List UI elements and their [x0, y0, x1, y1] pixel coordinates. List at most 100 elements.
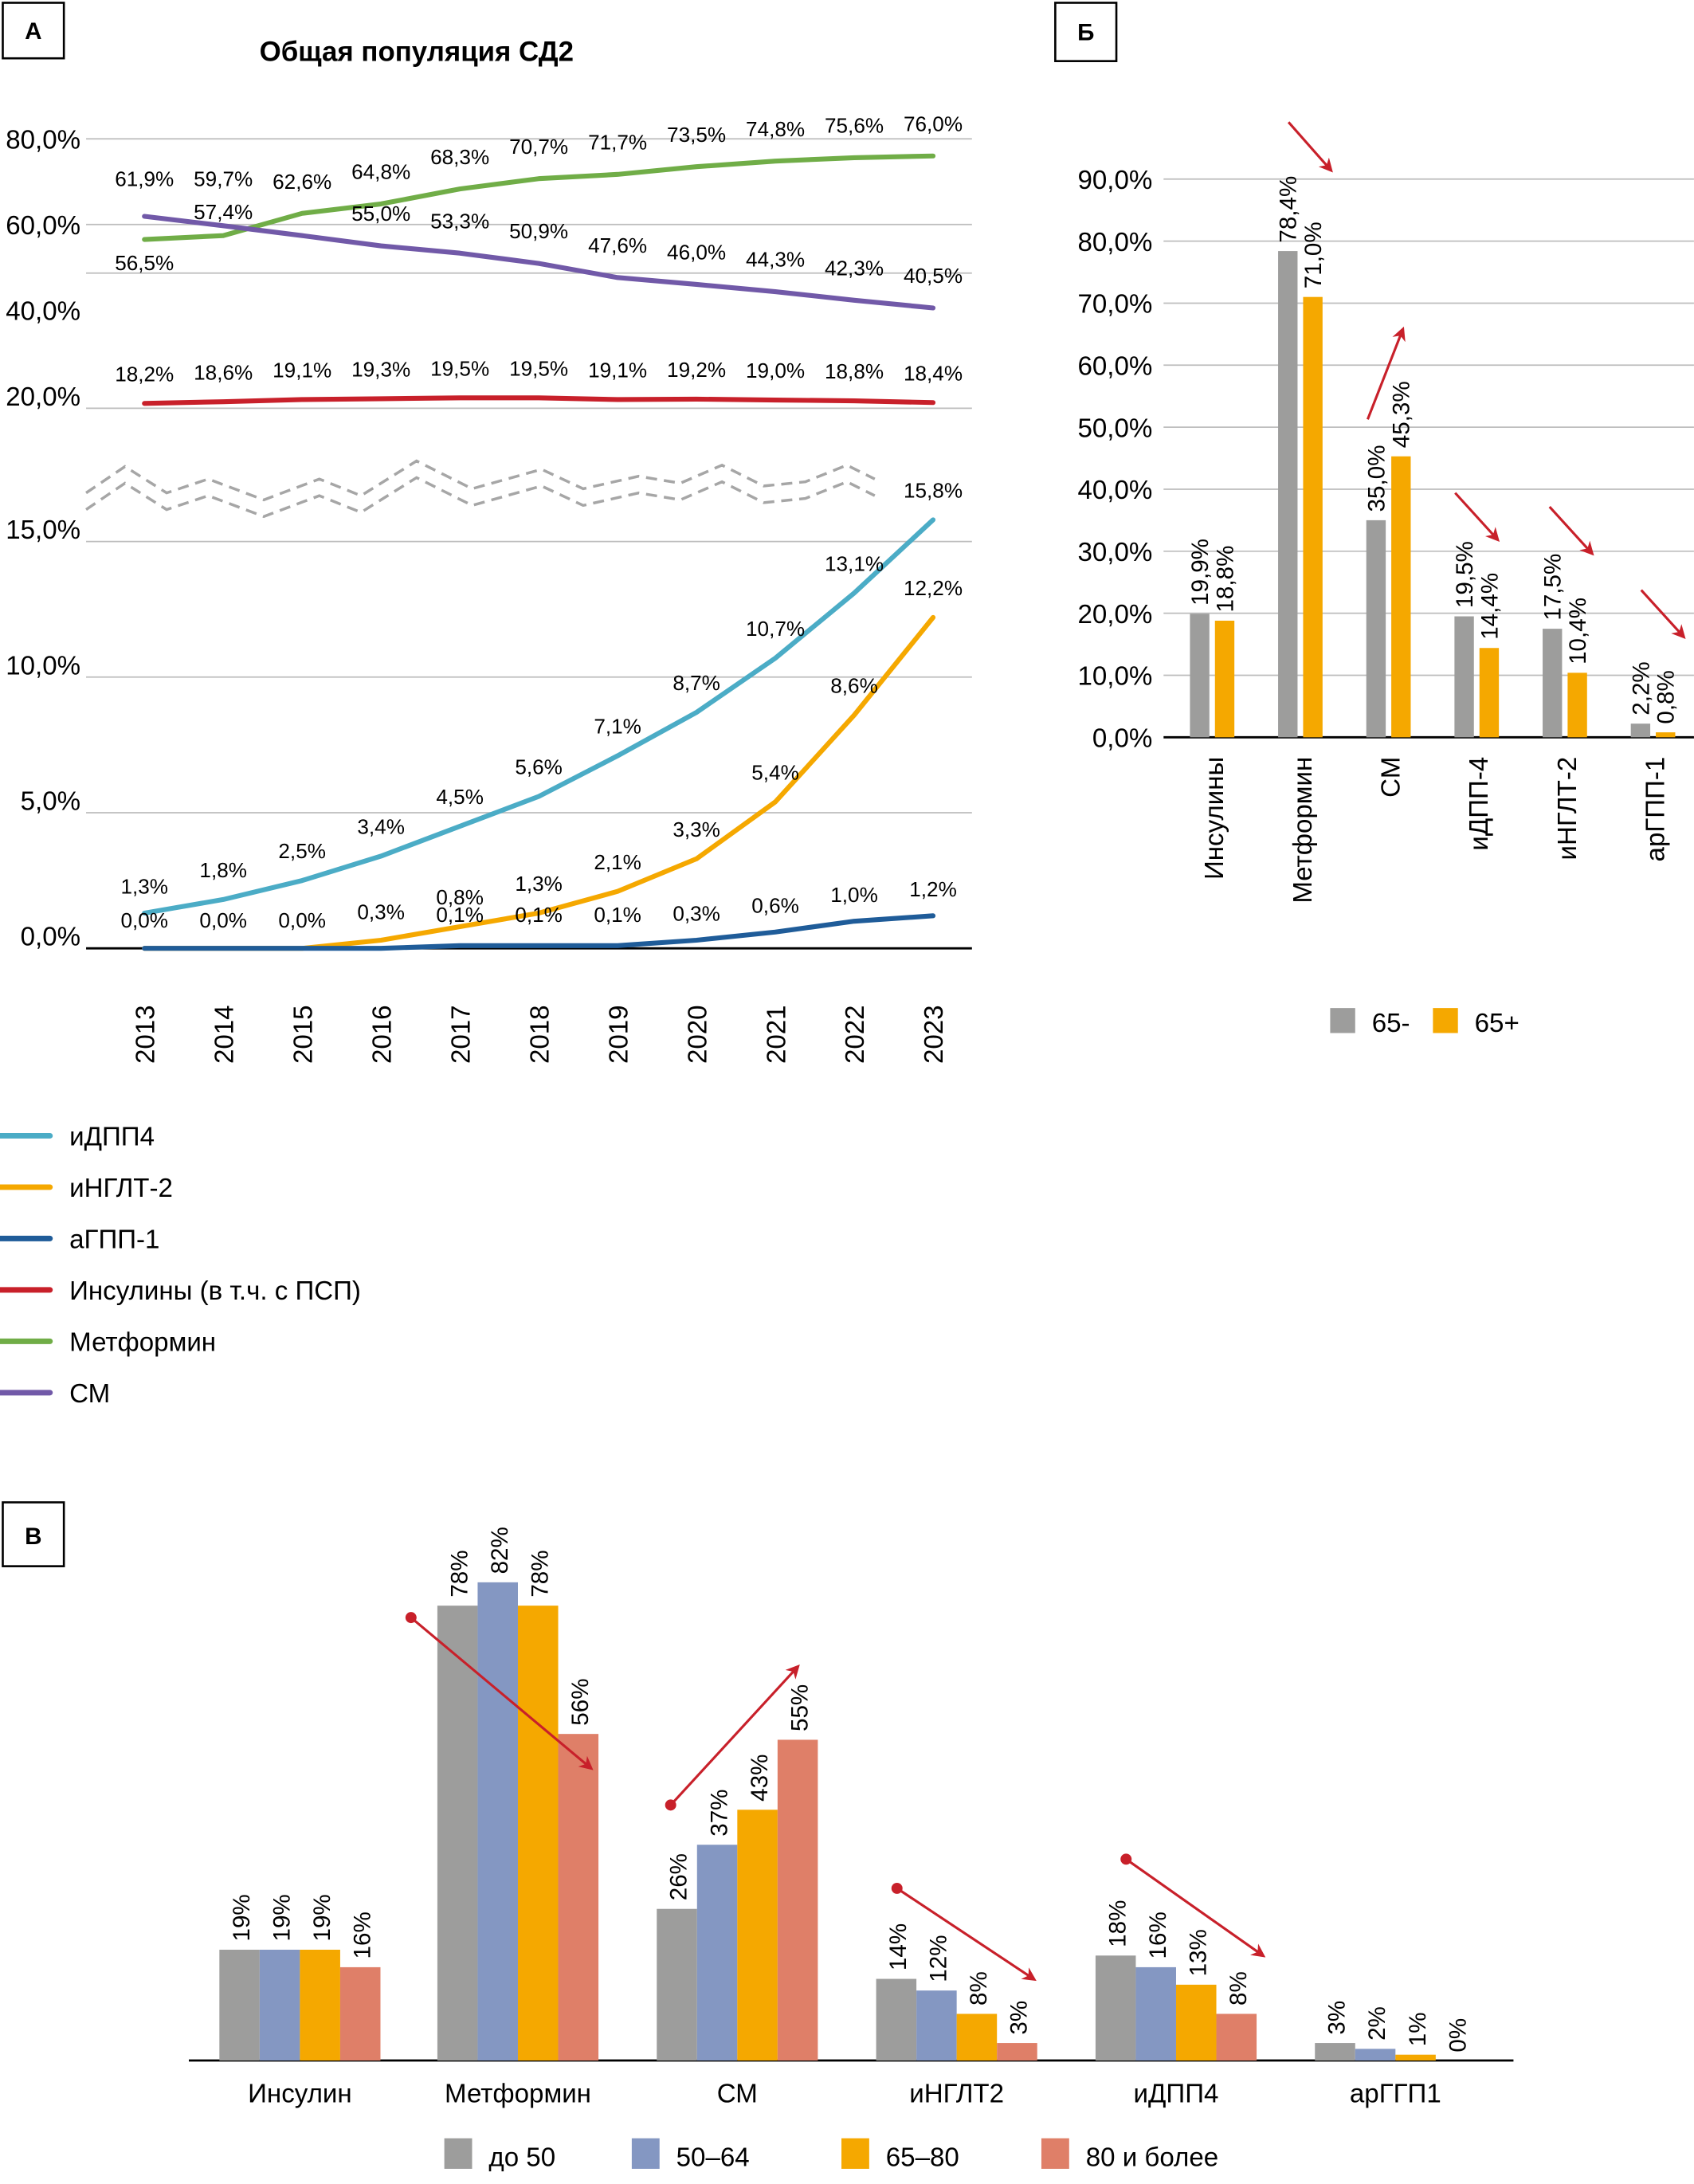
data-label: 3,3%: [673, 818, 720, 841]
x-tick-label: 2013: [131, 1005, 160, 1064]
data-label: 0,3%: [357, 900, 405, 924]
legend-label: 65–80: [886, 2143, 959, 2172]
bar-value-label: 45,3%: [1389, 381, 1415, 448]
data-label: 40,5%: [904, 264, 963, 288]
bar: [1176, 1985, 1217, 2060]
bar: [1567, 672, 1586, 737]
x-tick-label: 2022: [841, 1005, 870, 1064]
trend-arrow-icon: [897, 1888, 1033, 1978]
data-label: 53,3%: [430, 209, 489, 233]
data-label: 5,6%: [515, 755, 563, 779]
bar: [219, 1950, 260, 2060]
data-label: 0,6%: [751, 893, 799, 917]
legend-swatch: [445, 2139, 473, 2169]
data-label: 19,1%: [588, 359, 647, 382]
bar-value-label: 78,4%: [1276, 176, 1302, 243]
y-tick-label: 15,0%: [6, 516, 80, 545]
category-label: арГГП1: [1350, 2079, 1441, 2108]
bar: [778, 1739, 818, 2060]
bar-value-label: 3%: [1324, 2001, 1351, 2035]
data-label: 3,4%: [357, 815, 405, 839]
y-tick-label: 90,0%: [1078, 166, 1153, 195]
y-tick-label: 60,0%: [1078, 352, 1153, 382]
bar: [997, 2043, 1037, 2060]
y-tick-label: 5,0%: [21, 787, 80, 817]
bar: [477, 1582, 518, 2060]
data-label: 10,7%: [746, 617, 805, 641]
x-tick-label: 2014: [210, 1005, 239, 1064]
data-label: 0,0%: [278, 908, 326, 932]
data-label: 44,3%: [746, 248, 805, 272]
x-tick-label: 2018: [525, 1005, 555, 1064]
bar: [1480, 648, 1499, 737]
data-label: 70,7%: [509, 135, 568, 159]
category-label: иНГЛТ-2: [1553, 757, 1582, 861]
data-label: 59,7%: [194, 167, 253, 191]
y-tick-label: 20,0%: [1078, 600, 1153, 629]
bar-value-label: 10,4%: [1565, 598, 1591, 665]
bar-value-label: 3%: [1006, 2001, 1033, 2035]
bar-value-label: 78%: [446, 1550, 473, 1597]
y-tick-label: 30,0%: [1078, 538, 1153, 567]
panel-a-letter: А: [25, 18, 41, 45]
bar-value-label: 13%: [1185, 1929, 1211, 1976]
x-tick-label: 2020: [683, 1005, 712, 1064]
legend-label: 50–64: [676, 2143, 750, 2172]
bar: [1454, 617, 1473, 738]
y-tick-label: 40,0%: [6, 296, 80, 326]
y-tick-label: 50,0%: [1078, 414, 1153, 443]
y-tick-label: 70,0%: [1078, 290, 1153, 320]
legend-swatch: [1041, 2139, 1069, 2169]
bar-value-label: 19,9%: [1187, 539, 1214, 606]
bar: [518, 1606, 559, 2060]
bar-value-label: 17,5%: [1540, 554, 1567, 621]
bar-value-label: 18,8%: [1212, 546, 1238, 613]
legend-label: 65-: [1372, 1009, 1410, 1038]
data-label: 8,7%: [673, 671, 720, 695]
bar: [916, 1990, 957, 2060]
x-tick-label: 2016: [367, 1005, 397, 1064]
bar-value-label: 35,0%: [1363, 445, 1390, 512]
y-tick-label: 20,0%: [6, 382, 80, 412]
bar-value-label: 82%: [487, 1527, 513, 1574]
legend-label: аГПП-1: [69, 1225, 159, 1255]
data-label: 1,0%: [830, 883, 878, 907]
trend-arrow-icon: [1455, 493, 1496, 539]
data-label: 5,4%: [751, 761, 799, 785]
panel-b-label: Б: [1055, 2, 1116, 61]
data-label: 18,6%: [194, 360, 253, 384]
bar: [1355, 2049, 1396, 2060]
legend-label: 80 и более: [1086, 2143, 1218, 2172]
category-label: Инсулин: [248, 2079, 352, 2108]
bar-value-label: 56%: [567, 1678, 594, 1725]
bar-value-label: 71,0%: [1300, 222, 1327, 288]
bar: [1217, 2013, 1257, 2060]
legend-label: иДПП4: [69, 1123, 155, 1152]
bar-value-label: 18%: [1104, 1900, 1131, 1947]
bar: [300, 1950, 340, 2060]
bar-value-label: 0%: [1445, 2018, 1471, 2053]
bar-value-label: 0,8%: [1653, 670, 1680, 724]
data-label: 19,3%: [351, 358, 410, 382]
bar-value-label: 19,5%: [1452, 541, 1478, 608]
bar-value-label: 8%: [1225, 1971, 1252, 2006]
data-label: 50,9%: [509, 219, 568, 243]
bar-value-label: 1%: [1405, 2012, 1431, 2046]
y-tick-label: 40,0%: [1078, 476, 1153, 505]
legend-label: до 50: [488, 2143, 555, 2172]
bar: [340, 1967, 381, 2060]
legend-swatch: [632, 2139, 660, 2169]
bar-value-label: 16%: [349, 1911, 375, 1959]
data-label: 55,0%: [351, 202, 410, 225]
y-tick-label: 0,0%: [1092, 724, 1152, 754]
x-tick-label: 2019: [604, 1005, 633, 1064]
data-label: 19,1%: [273, 359, 331, 382]
bar-value-label: 2%: [1364, 2006, 1390, 2041]
category-label: Метформин: [445, 2079, 591, 2108]
bar-value-label: 2,2%: [1628, 661, 1654, 716]
bar: [657, 1909, 697, 2060]
series-line-0: [144, 520, 933, 913]
data-label: 19,5%: [430, 356, 489, 380]
